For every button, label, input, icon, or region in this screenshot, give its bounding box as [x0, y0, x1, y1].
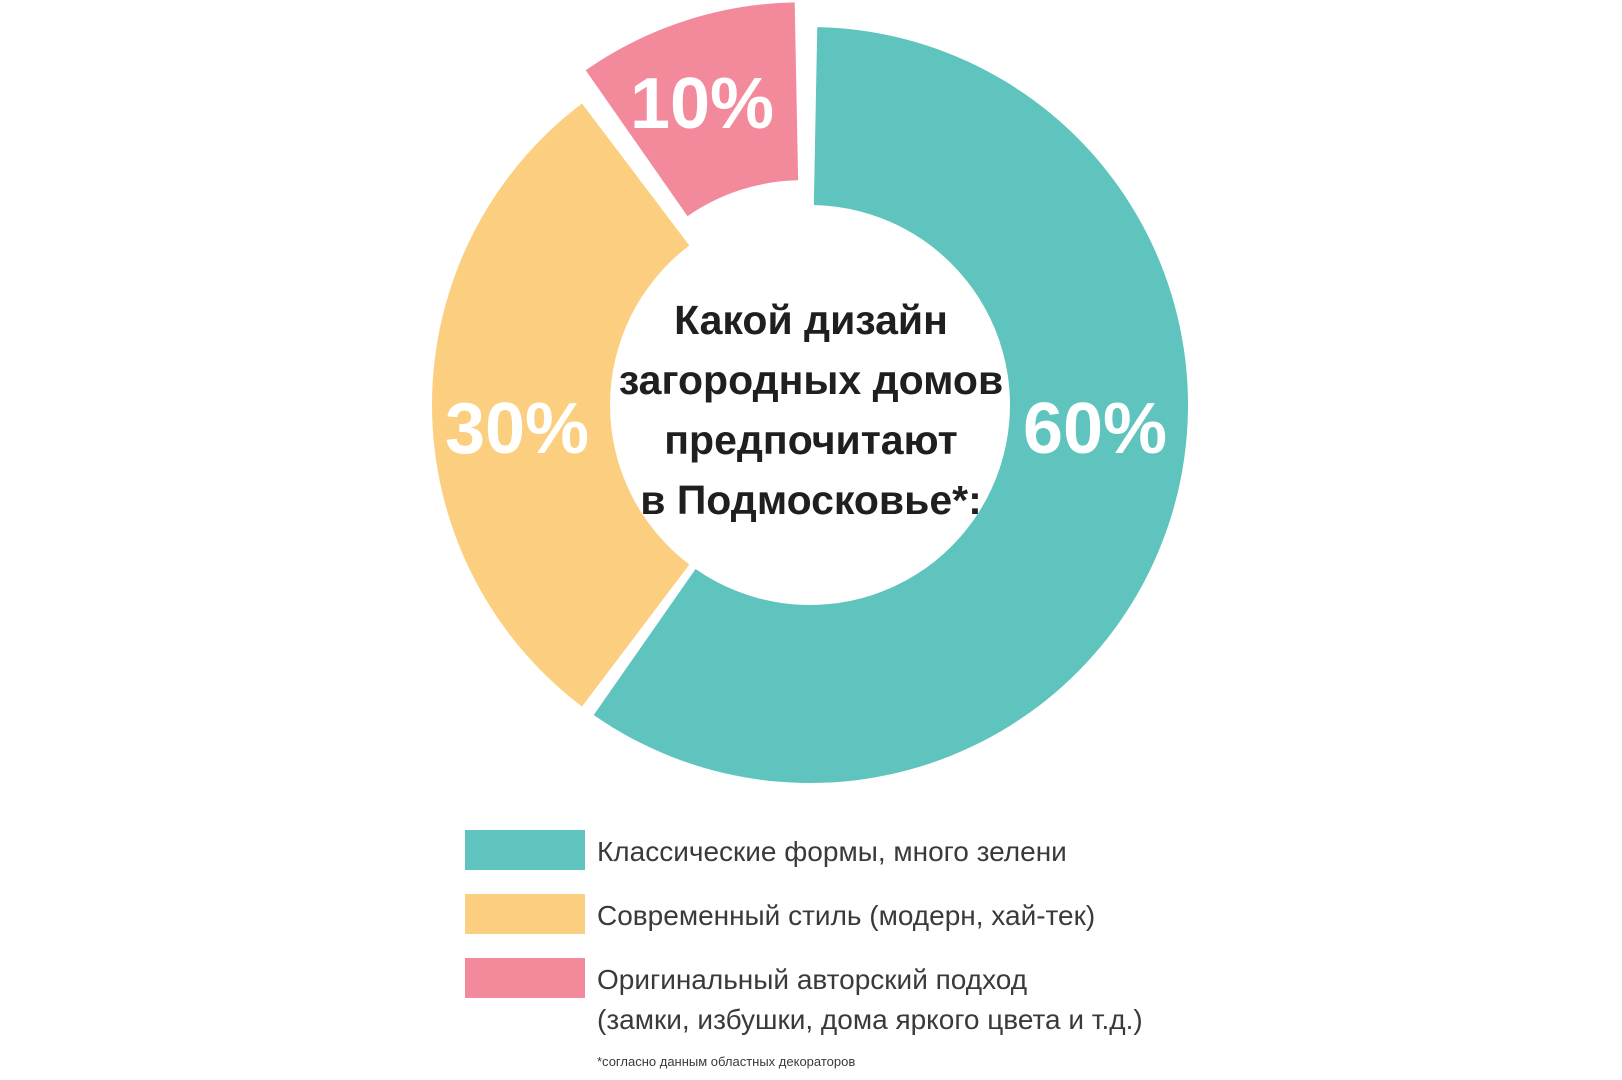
- legend-swatch-original: [465, 958, 585, 998]
- slice-label-10: 10%: [630, 64, 774, 144]
- legend-label-classic: Классические формы, много зелени: [597, 832, 1067, 872]
- legend-label-modern: Современный стиль (модерн, хай-тек): [597, 896, 1095, 936]
- legend-label-original: Оригинальный авторский подход (замки, из…: [597, 960, 1143, 1040]
- chart-title: Какой дизайн загородных домов предпочита…: [601, 290, 1021, 530]
- chart-title-line-3: предпочитают: [664, 417, 958, 463]
- slice-classic: [593, 27, 1188, 784]
- chart-title-line-2: загородных домов: [618, 357, 1004, 403]
- slice-label-60: 60%: [1023, 389, 1167, 469]
- footnote: *согласно данным областных декораторов: [597, 1054, 856, 1069]
- slice-original: [585, 2, 799, 217]
- slice-modern: [432, 103, 690, 707]
- legend-swatch-modern: [465, 894, 585, 934]
- legend-label-original-line-1: Оригинальный авторский подход: [597, 964, 1028, 995]
- legend-label-original-line-2: (замки, избушки, дома яркого цвета и т.д…: [597, 1004, 1143, 1035]
- chart-title-line-1: Какой дизайн: [674, 297, 948, 343]
- legend-swatch-classic: [465, 830, 585, 870]
- legend-label-modern-line-1: Современный стиль (модерн, хай-тек): [597, 900, 1096, 931]
- legend-label-classic-line-1: Классические формы, много зелени: [597, 836, 1067, 867]
- slice-label-30: 30%: [445, 389, 589, 469]
- chart-title-line-4: в Подмосковье*:: [640, 477, 982, 523]
